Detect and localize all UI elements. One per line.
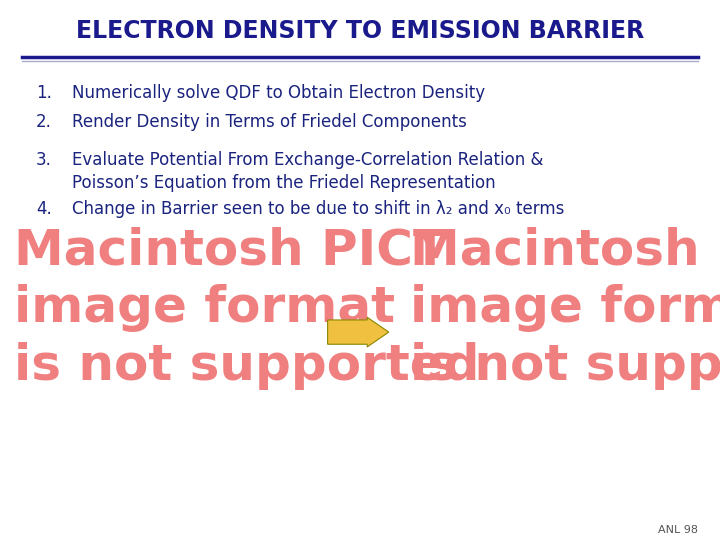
Text: Macintosh PICT
image format
is not supported: Macintosh PICT image format is not suppo… xyxy=(410,227,720,390)
Text: Change in Barrier seen to be due to shift in λ₂ and x₀ terms: Change in Barrier seen to be due to shif… xyxy=(72,200,564,218)
FancyArrow shape xyxy=(328,317,389,347)
Text: 3.: 3. xyxy=(36,151,52,169)
Text: ANL 98: ANL 98 xyxy=(658,524,698,535)
Text: 1.: 1. xyxy=(36,84,52,102)
Text: Macintosh PICT
image format
is not supported: Macintosh PICT image format is not suppo… xyxy=(14,227,480,390)
Text: Evaluate Potential From Exchange-Correlation Relation &
Poisson’s Equation from : Evaluate Potential From Exchange-Correla… xyxy=(72,151,544,192)
Text: 4.: 4. xyxy=(36,200,52,218)
Text: Numerically solve QDF to Obtain Electron Density: Numerically solve QDF to Obtain Electron… xyxy=(72,84,485,102)
Text: 2.: 2. xyxy=(36,113,52,131)
Text: Render Density in Terms of Friedel Components: Render Density in Terms of Friedel Compo… xyxy=(72,113,467,131)
Text: ELECTRON DENSITY TO EMISSION BARRIER: ELECTRON DENSITY TO EMISSION BARRIER xyxy=(76,19,644,43)
